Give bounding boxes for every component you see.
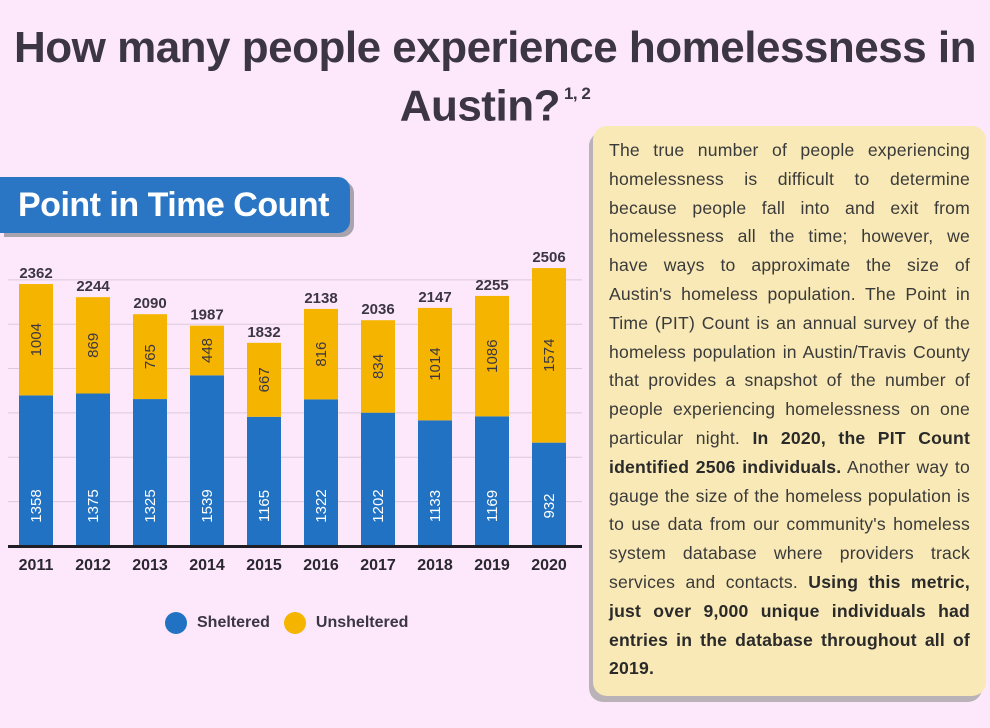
panel-text-1: The true number of people experiencing h… xyxy=(609,140,970,448)
label-total-2018: 2147 xyxy=(418,289,451,306)
bar-sheltered-2020 xyxy=(532,442,566,546)
label-sheltered-2018: 1133 xyxy=(427,490,444,522)
label-sheltered-2020: 932 xyxy=(541,493,558,518)
label-unsheltered-2019: 1086 xyxy=(484,339,501,372)
panel-text-2: Another way to gauge the size of the hom… xyxy=(609,456,970,592)
x-tick-2020: 2020 xyxy=(531,557,567,574)
label-sheltered-2013: 1325 xyxy=(142,489,159,522)
x-tick-2013: 2013 xyxy=(132,557,168,574)
bar-unsheltered-2020 xyxy=(532,268,566,443)
bar-sheltered-2017 xyxy=(361,412,395,546)
panel-bold-2: Using this metric, just over 9,000 uniqu… xyxy=(609,571,971,679)
bar-sheltered-2018 xyxy=(418,420,452,546)
label-unsheltered-2016: 816 xyxy=(313,342,330,367)
x-tick-2018: 2018 xyxy=(417,557,453,574)
bar-sheltered-2012 xyxy=(76,393,110,546)
label-total-2013: 2090 xyxy=(133,295,166,312)
label-total-2017: 2036 xyxy=(361,301,394,318)
section-banner: Point in Time Count xyxy=(0,177,350,233)
legend-label-sheltered: Sheltered xyxy=(197,614,270,631)
label-unsheltered-2012: 869 xyxy=(85,333,102,358)
legend-swatch-sheltered xyxy=(165,612,187,634)
bar-unsheltered-2017 xyxy=(361,320,395,413)
label-total-2011: 2362 xyxy=(19,265,52,282)
bar-unsheltered-2014 xyxy=(190,325,224,376)
label-total-2014: 1987 xyxy=(190,307,223,324)
x-tick-2014: 2014 xyxy=(189,557,225,574)
panel-bold-1: In 2020, the PIT Count identified 2506 i… xyxy=(609,427,971,477)
bar-sheltered-2013 xyxy=(133,399,167,546)
bar-sheltered-2019 xyxy=(475,416,509,546)
label-sheltered-2011: 1358 xyxy=(28,489,45,522)
legend-item-unsheltered: Unsheltered xyxy=(283,612,409,634)
label-total-2019: 2255 xyxy=(475,277,508,294)
label-total-2012: 2244 xyxy=(76,278,110,295)
x-tick-2015: 2015 xyxy=(246,557,282,574)
bar-unsheltered-2016 xyxy=(304,308,338,400)
legend-item-sheltered: Sheltered xyxy=(165,612,270,634)
x-tick-2017: 2017 xyxy=(360,557,396,574)
label-unsheltered-2020: 1574 xyxy=(541,339,558,372)
info-panel: The true number of people experiencing h… xyxy=(593,126,986,696)
label-total-2016: 2138 xyxy=(304,290,337,307)
legend-label-unsheltered: Unsheltered xyxy=(315,614,409,631)
bar-sheltered-2014 xyxy=(190,375,224,546)
label-total-2015: 1832 xyxy=(247,324,280,341)
page-title-line-2: Austin? 1, 2 xyxy=(0,74,990,133)
label-sheltered-2014: 1539 xyxy=(199,489,216,522)
bar-unsheltered-2018 xyxy=(418,307,452,421)
bar-unsheltered-2019 xyxy=(475,295,509,417)
title-line-1: How many people experience homelessness … xyxy=(13,23,977,72)
label-total-2020: 2506 xyxy=(532,249,565,266)
title-footnote: 1, 2 xyxy=(563,84,591,103)
bar-sheltered-2016 xyxy=(304,399,338,546)
bar-sheltered-2015 xyxy=(247,416,281,546)
bar-unsheltered-2011 xyxy=(19,284,53,396)
label-sheltered-2015: 1165 xyxy=(256,490,273,522)
label-unsheltered-2015: 667 xyxy=(256,367,273,392)
x-tick-2016: 2016 xyxy=(303,557,339,574)
bar-unsheltered-2015 xyxy=(247,342,281,417)
label-unsheltered-2014: 448 xyxy=(199,338,216,363)
label-unsheltered-2013: 765 xyxy=(142,344,159,369)
x-tick-2019: 2019 xyxy=(474,557,510,574)
stacked-bar-chart: 1358 1004 2362 2011 1375 869 2244 2012 1325 765 20… xyxy=(8,249,582,574)
chart-legend: Sheltered Unsheltered xyxy=(165,611,422,635)
label-unsheltered-2017: 834 xyxy=(370,354,387,379)
label-unsheltered-2011: 1004 xyxy=(28,323,45,356)
x-tick-2012: 2012 xyxy=(75,557,111,574)
x-tick-2011: 2011 xyxy=(19,557,54,574)
legend-swatch-unsheltered xyxy=(283,612,306,634)
label-sheltered-2016: 1322 xyxy=(313,489,330,522)
bar-unsheltered-2013 xyxy=(133,314,167,400)
title-line-2: Austin? xyxy=(399,81,561,131)
bar-unsheltered-2012 xyxy=(76,297,110,394)
page-title: How many people experience homelessness … xyxy=(0,22,990,74)
label-sheltered-2012: 1375 xyxy=(85,489,102,522)
label-sheltered-2019: 1169 xyxy=(484,490,501,522)
label-unsheltered-2018: 1014 xyxy=(427,347,444,380)
bar-sheltered-2011 xyxy=(19,395,53,546)
label-sheltered-2017: 1202 xyxy=(370,489,387,522)
